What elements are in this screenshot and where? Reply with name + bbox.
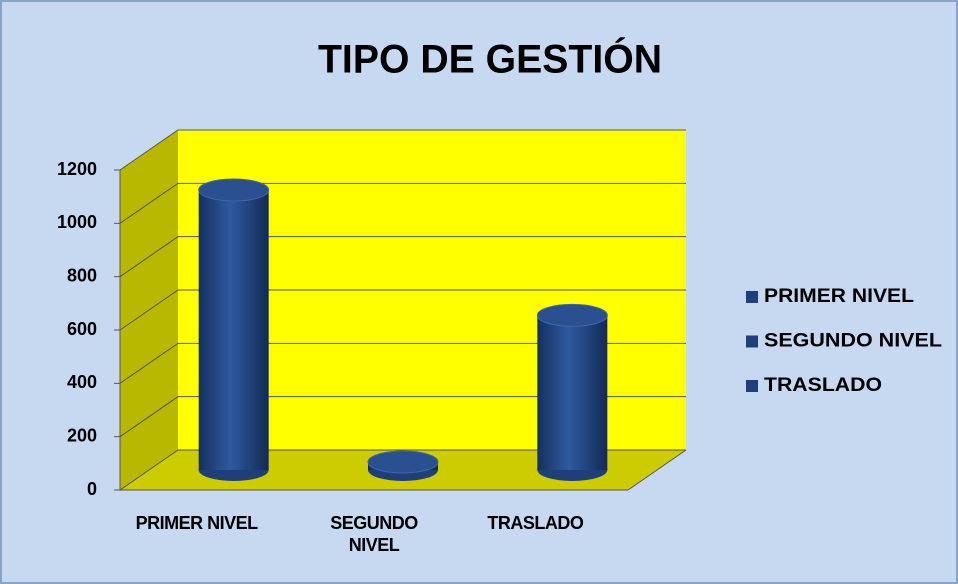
y-tick-label: 1200: [57, 159, 97, 179]
legend-label: SEGUNDO NIVEL: [764, 331, 942, 352]
grid-line: [119, 449, 686, 491]
y-tick-label: 400: [67, 372, 97, 392]
legend-swatch: [746, 335, 758, 348]
bar-top: [367, 450, 439, 474]
x-axis-depth: [627, 449, 687, 491]
chart-title: TIPO DE GESTIÓN: [318, 36, 662, 82]
legend-swatch: [746, 380, 758, 392]
bar-body: [198, 190, 269, 470]
bar-top: [536, 303, 608, 327]
bar: [536, 303, 608, 481]
y-tick-label: 0: [87, 479, 97, 499]
x-tick-label: PRIMER NIVEL: [135, 513, 259, 533]
legend-label: TRASLADO: [764, 375, 882, 396]
bar: [198, 178, 270, 481]
bar-body: [537, 315, 608, 470]
x-tick-label: TRASLADO: [487, 513, 584, 533]
y-tick-label: 200: [67, 425, 97, 445]
y-tick-label: 600: [67, 319, 97, 339]
grid-line: [119, 342, 686, 384]
grid-line: [119, 182, 686, 224]
bar: [367, 450, 439, 481]
y-tick-label: 1000: [57, 212, 97, 232]
grid-line: [119, 396, 686, 438]
x-tick-label: SEGUNDO NIVEL: [330, 513, 418, 555]
grid-line: [119, 289, 686, 331]
bar-top: [198, 178, 270, 202]
grid-line: [119, 129, 686, 171]
legend-label: PRIMER NIVEL: [764, 286, 914, 307]
y-tick-label: 800: [67, 265, 97, 285]
grid-line: [119, 236, 686, 278]
legend-swatch: [746, 291, 758, 303]
